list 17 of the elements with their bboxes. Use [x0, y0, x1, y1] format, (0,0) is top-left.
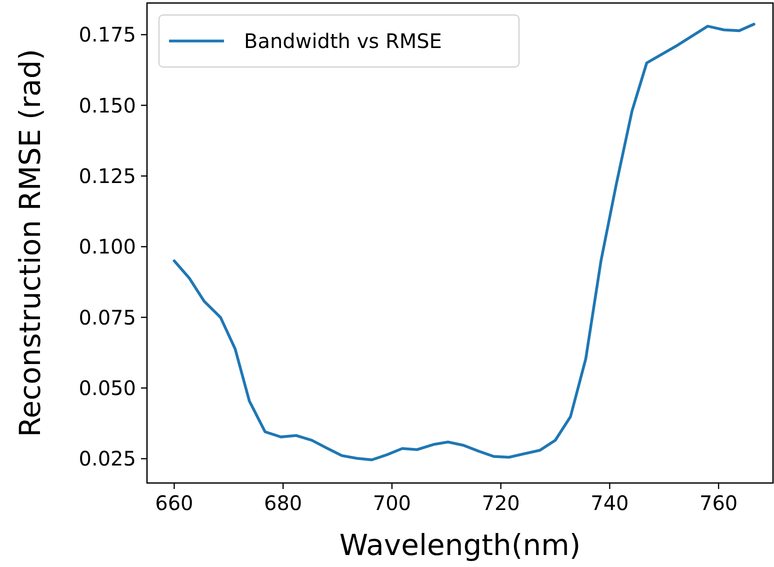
x-axis-title: Wavelength(nm) — [339, 528, 581, 562]
y-tick-label: 0.175 — [78, 22, 136, 47]
y-tick-label: 0.125 — [78, 164, 136, 188]
line-series — [172, 22, 756, 462]
y-tick-label: 0.075 — [78, 305, 136, 330]
y-axis-title: Reconstruction RMSE (rad) — [13, 48, 47, 438]
x-tick-label: 660 — [155, 491, 194, 515]
legend-label: Bandwidth vs RMSE — [244, 29, 442, 53]
y-tick-label: 0.150 — [78, 93, 136, 118]
x-tick-label: 700 — [372, 491, 412, 515]
x-tick-label: 760 — [699, 491, 738, 515]
x-tick-label: 740 — [590, 491, 629, 515]
y-tick-label: 0.100 — [78, 234, 136, 259]
x-tick-label: 720 — [482, 491, 520, 515]
y-tick-label: 0.025 — [78, 446, 136, 471]
x-tick-label: 680 — [264, 491, 302, 515]
y-tick-label: 0.050 — [78, 376, 136, 400]
